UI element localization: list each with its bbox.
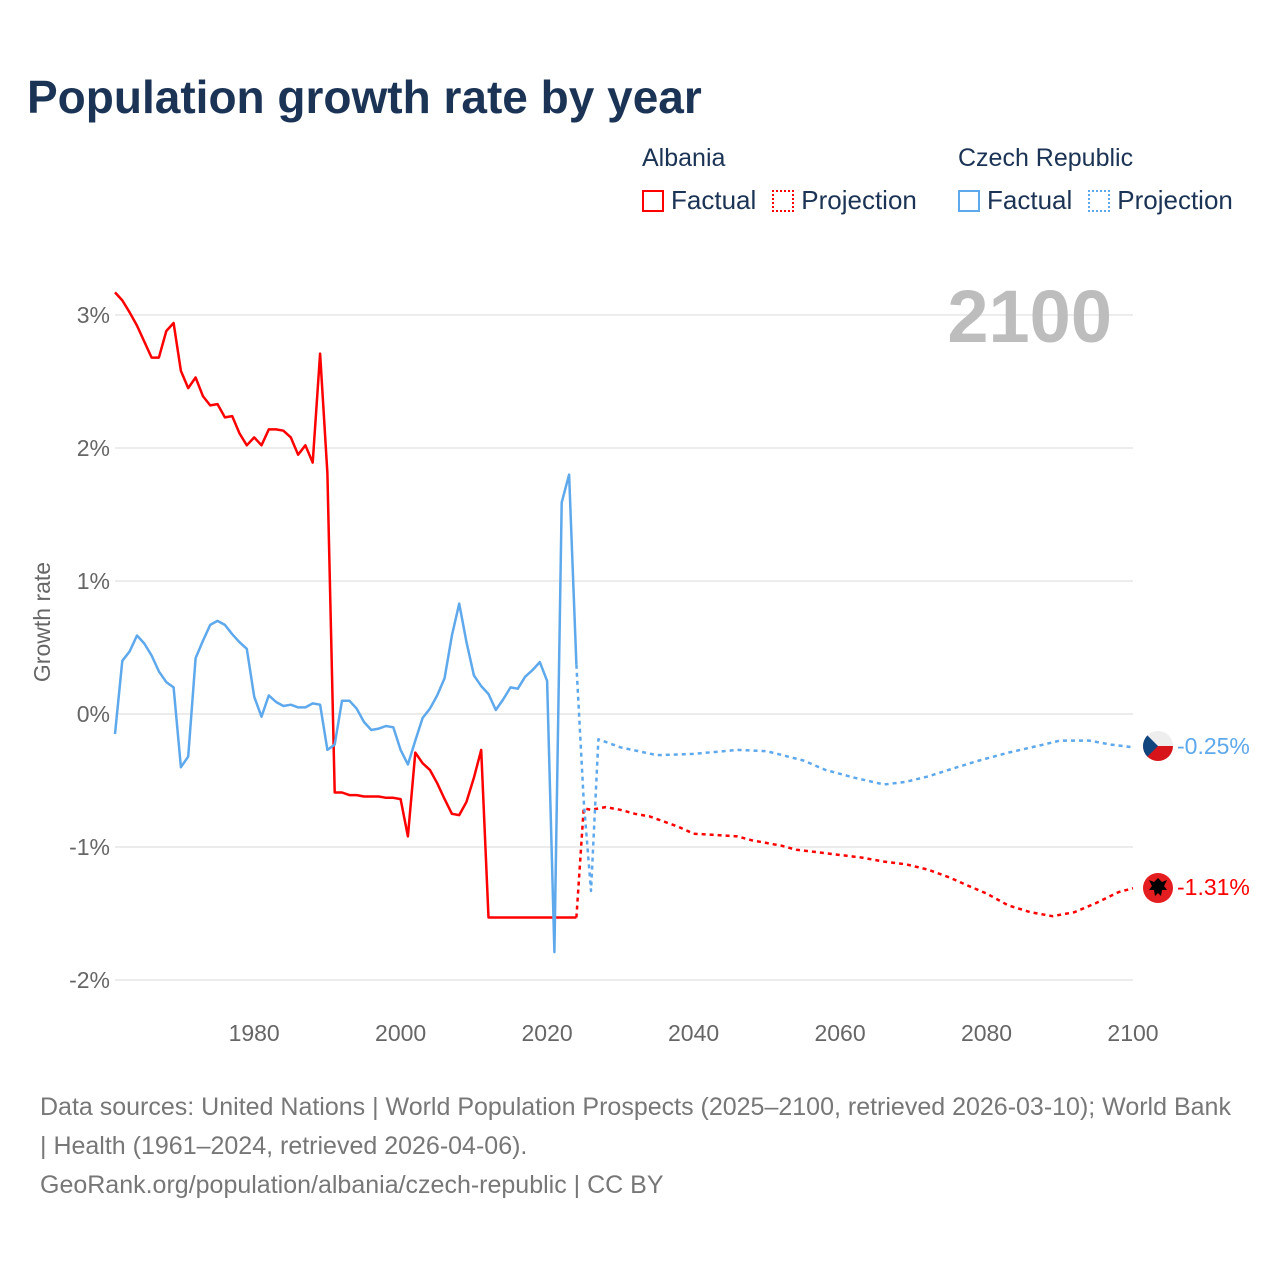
legend-label: Projection [1117,185,1233,215]
solid-swatch-icon [958,189,980,212]
legend-label: Factual [987,185,1073,215]
legend-label: Projection [801,185,917,215]
x-tick-label: 1980 [229,1020,280,1046]
dotted-swatch-icon [1088,189,1111,212]
x-tick-label: 2080 [961,1020,1012,1046]
footer: Data sources: United Nations | World Pop… [40,1088,1240,1205]
x-tick-label: 2060 [814,1020,865,1046]
y-tick-label: 3% [77,302,110,328]
y-tick-label: -1% [69,834,110,860]
legend-czech: Czech Republic Factual Projection [958,144,1233,216]
x-tick-label: 2020 [522,1020,573,1046]
series-line-albania-factual [114,291,577,919]
y-tick-label: 1% [77,568,110,594]
y-tick-label: 2% [77,435,110,461]
x-tick-label: 2000 [375,1020,426,1046]
x-tick-label: 2040 [668,1020,719,1046]
legend-group-name: Albania [642,144,726,172]
legend-czech-factual[interactable]: Factual [958,185,1072,216]
dotted-swatch-icon [772,189,795,212]
legend-group-name: Czech Republic [958,144,1134,172]
y-axis-label: Growth rate [29,562,55,682]
series-line-albania-projection [575,805,1134,918]
solid-swatch-icon [642,189,664,212]
source-link[interactable]: GeoRank.org/population/albania/czech-rep… [40,1171,664,1199]
albania-end-label: -1.31% [1177,874,1250,900]
y-tick-label: 0% [77,701,110,727]
legend-albania-factual[interactable]: Factual [642,185,756,216]
y-tick-label: -2% [69,967,110,993]
czech-flag-icon [1143,731,1173,761]
series-line-czech-republic-factual [113,473,578,954]
albania-flag-icon [1143,873,1173,903]
current-year-label: 2100 [947,275,1112,358]
legend-czech-projection[interactable]: Projection [1088,185,1233,216]
data-sources: Data sources: United Nations | World Pop… [40,1093,1231,1160]
legend-label: Factual [671,185,757,215]
chart-title: Population growth rate by year [27,71,702,123]
x-tick-label: 2100 [1107,1020,1158,1046]
legend-albania: Albania Factual Projection [642,144,917,216]
series-line-czech-republic-projection [575,664,1134,893]
czech-end-label: -0.25% [1177,733,1250,759]
legend-albania-projection[interactable]: Projection [772,185,917,216]
